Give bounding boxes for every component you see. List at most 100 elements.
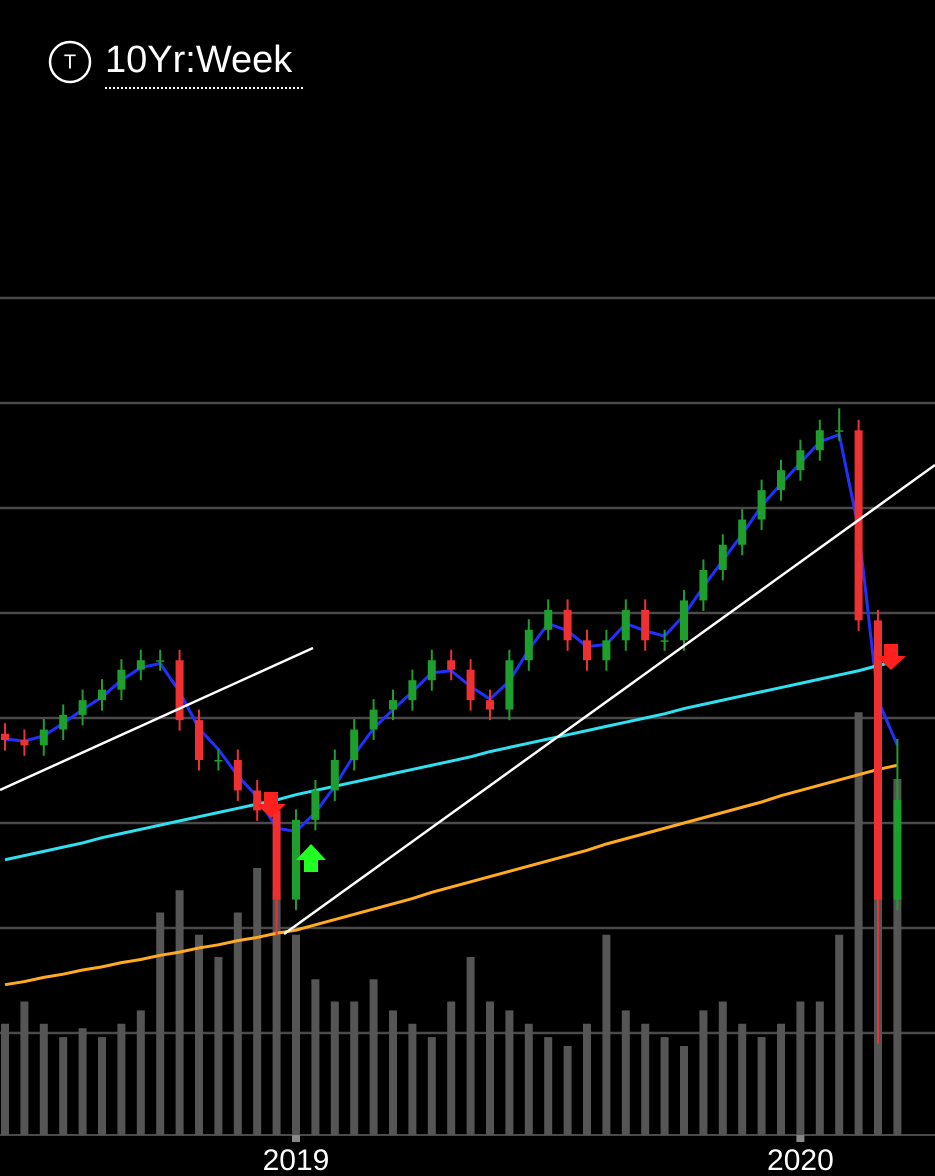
volume-bar: [815, 1001, 824, 1135]
candle-body: [854, 430, 863, 621]
volume-bar: [641, 1023, 650, 1135]
volume-bar: [738, 1023, 747, 1135]
volume-bar: [602, 934, 611, 1135]
volume-bar: [796, 1001, 805, 1135]
candle-body: [427, 660, 436, 681]
volume-bar: [78, 1028, 87, 1135]
volume-bar: [156, 912, 165, 1135]
candle-body: [195, 720, 203, 760]
volume-bar: [524, 1023, 533, 1135]
candle-body: [777, 470, 785, 491]
candle-body: [621, 609, 630, 641]
candle-body: [1, 733, 9, 741]
candle-body: [718, 544, 727, 570]
trend-line: [283, 463, 935, 936]
buy-signal: [296, 844, 326, 872]
volume-bar: [621, 1010, 630, 1135]
candle-body: [350, 729, 359, 760]
candle-body: [505, 660, 514, 710]
moving-average-line: [4, 763, 898, 987]
candle-body: [214, 760, 223, 762]
volume-bar: [447, 1001, 456, 1135]
candle-body: [796, 450, 805, 471]
candle-body: [369, 709, 378, 730]
candle-body: [486, 700, 494, 710]
x-tick-mark: [292, 1135, 300, 1142]
volume-bar: [350, 1001, 359, 1135]
candle-body: [136, 660, 145, 670]
candle-body: [680, 600, 688, 641]
volume-bar: [544, 1037, 553, 1135]
candle-body: [466, 669, 475, 701]
candle-body: [117, 669, 126, 690]
ticker-icon-label[interactable]: T: [64, 51, 76, 73]
candle-body: [544, 609, 553, 630]
candle-body: [330, 760, 339, 791]
candle-body: [292, 819, 300, 900]
volume-bar: [233, 912, 242, 1135]
trend-line: [0, 646, 314, 792]
volume-bar: [253, 868, 262, 1135]
volume-bar: [583, 1023, 591, 1135]
candle-body: [39, 729, 48, 746]
candle-body: [311, 790, 320, 820]
volume-bar: [292, 934, 300, 1135]
volume-bar: [486, 1001, 494, 1135]
volume-bar: [466, 957, 475, 1135]
candle-body: [874, 620, 882, 900]
candle-body: [602, 640, 611, 661]
volume-bar: [59, 1037, 68, 1135]
candle-body: [253, 790, 262, 811]
chart-title[interactable]: 10Yr:Week: [105, 39, 293, 81]
volume-bar: [680, 1046, 688, 1135]
candle-body: [835, 430, 844, 432]
candle-body: [233, 760, 242, 791]
candle-body: [583, 640, 591, 661]
candle-body: [893, 799, 902, 900]
volume-bar: [505, 1010, 514, 1135]
candle-body: [563, 609, 572, 641]
volume-bar: [699, 1010, 708, 1135]
volume-bar: [718, 1001, 727, 1135]
candle-body: [447, 660, 456, 670]
volume-bar: [20, 1001, 29, 1135]
plot-area: 2019 2020: [0, 296, 935, 1176]
volume-bar: [311, 979, 320, 1135]
volume-bar: [98, 1037, 106, 1135]
volume-bar: [330, 1001, 339, 1135]
volume-bar: [427, 1037, 436, 1135]
volume-bar: [1, 1023, 9, 1135]
candle-body: [738, 519, 747, 545]
candle-body: [660, 640, 669, 642]
signals: [256, 644, 906, 872]
volume-bar: [39, 1023, 48, 1135]
moving-average-line: [4, 659, 898, 862]
x-tick-label: 2020: [767, 1144, 834, 1176]
candle-body: [78, 700, 87, 715]
volume-bar: [272, 890, 281, 1135]
volume-bar: [777, 1023, 785, 1135]
volume-bar: [214, 957, 223, 1135]
ticker-icon[interactable]: [48, 40, 92, 84]
candle-body: [757, 490, 766, 520]
x-tick-mark: [796, 1135, 805, 1142]
sell-signal: [876, 644, 906, 670]
volume-bar: [136, 1010, 145, 1135]
candle-body: [524, 629, 533, 661]
candle-body: [815, 430, 824, 451]
volume-bar: [389, 1010, 397, 1135]
candle-body: [20, 740, 29, 746]
candle-body: [408, 680, 417, 701]
volume-bar: [835, 934, 844, 1135]
candle-body: [175, 660, 184, 721]
volume-bar: [369, 979, 378, 1135]
volume-bar: [175, 890, 184, 1135]
volume-bar: [854, 712, 863, 1135]
volume-bar: [563, 1046, 572, 1135]
volume-bar: [660, 1037, 669, 1135]
sell-signal: [256, 792, 286, 818]
volume-bar: [195, 934, 203, 1135]
candle-body: [389, 700, 397, 710]
